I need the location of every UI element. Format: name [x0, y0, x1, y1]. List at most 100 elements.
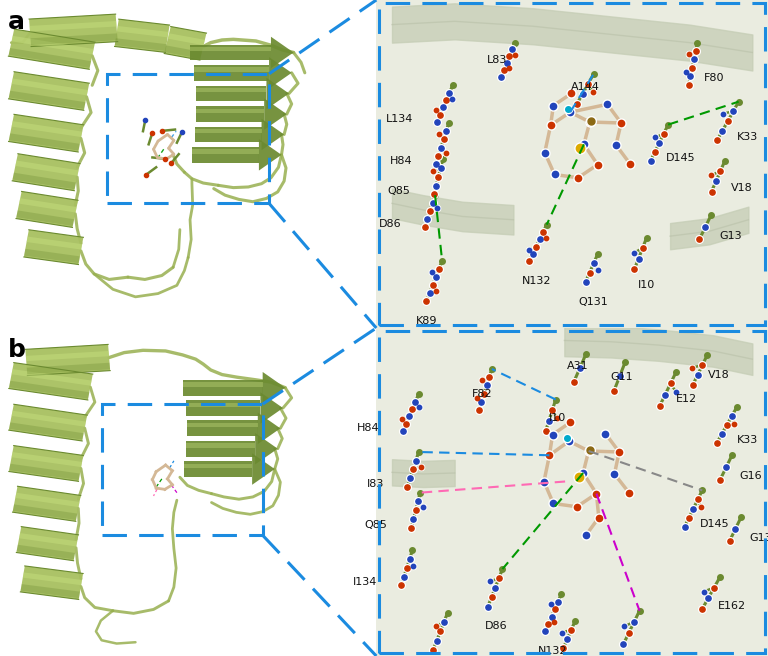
Text: F82: F82 — [472, 389, 493, 399]
Polygon shape — [15, 161, 78, 176]
Text: G11: G11 — [611, 373, 634, 382]
Polygon shape — [25, 344, 110, 375]
Polygon shape — [9, 380, 89, 399]
Polygon shape — [196, 88, 266, 92]
Polygon shape — [12, 486, 81, 522]
Polygon shape — [27, 363, 110, 374]
Polygon shape — [117, 26, 168, 37]
Polygon shape — [8, 29, 95, 70]
Polygon shape — [16, 192, 78, 228]
Text: V18: V18 — [708, 371, 730, 380]
Polygon shape — [23, 573, 82, 585]
Polygon shape — [197, 106, 264, 122]
Text: I83: I83 — [366, 479, 384, 489]
Polygon shape — [12, 173, 76, 190]
Text: b: b — [8, 338, 25, 362]
Text: D145: D145 — [700, 519, 730, 529]
Polygon shape — [15, 493, 80, 507]
Polygon shape — [271, 37, 293, 68]
Polygon shape — [12, 411, 86, 427]
Polygon shape — [19, 533, 78, 546]
Polygon shape — [194, 68, 269, 72]
Text: N132: N132 — [538, 646, 568, 656]
Text: K89: K89 — [415, 316, 437, 326]
Polygon shape — [192, 147, 259, 163]
Polygon shape — [8, 363, 93, 400]
Polygon shape — [187, 443, 255, 447]
Polygon shape — [187, 400, 260, 416]
Polygon shape — [12, 452, 82, 467]
Polygon shape — [16, 527, 78, 561]
Text: D145: D145 — [666, 153, 696, 163]
Polygon shape — [269, 57, 292, 89]
Polygon shape — [164, 45, 202, 58]
Polygon shape — [192, 150, 259, 154]
Polygon shape — [26, 351, 109, 361]
Polygon shape — [9, 91, 85, 109]
Text: A31: A31 — [567, 361, 588, 371]
Polygon shape — [12, 121, 82, 137]
Polygon shape — [8, 72, 89, 110]
Text: V18: V18 — [731, 183, 753, 194]
Polygon shape — [24, 249, 80, 263]
Polygon shape — [8, 404, 88, 441]
Polygon shape — [262, 119, 284, 150]
Polygon shape — [255, 433, 278, 464]
Text: K33: K33 — [737, 435, 758, 445]
Text: H84: H84 — [356, 423, 379, 433]
Polygon shape — [184, 461, 252, 477]
Text: F80: F80 — [704, 73, 725, 83]
Polygon shape — [252, 453, 275, 485]
Polygon shape — [187, 420, 258, 436]
Polygon shape — [30, 21, 117, 31]
Polygon shape — [194, 65, 269, 81]
Polygon shape — [9, 464, 80, 480]
Text: G13: G13 — [750, 533, 768, 543]
Text: I134: I134 — [353, 577, 378, 587]
Polygon shape — [164, 26, 207, 60]
Bar — [108, 73, 269, 203]
Polygon shape — [114, 19, 170, 52]
Text: G16: G16 — [740, 471, 763, 482]
Polygon shape — [12, 154, 80, 191]
Polygon shape — [187, 441, 255, 457]
Polygon shape — [183, 382, 263, 386]
Text: H84: H84 — [389, 156, 412, 166]
Polygon shape — [187, 423, 258, 427]
Polygon shape — [264, 98, 286, 130]
Polygon shape — [29, 14, 118, 47]
Text: L83: L83 — [486, 55, 507, 65]
Polygon shape — [263, 372, 285, 403]
Polygon shape — [8, 114, 84, 152]
Polygon shape — [190, 47, 271, 51]
Text: E12: E12 — [676, 394, 697, 404]
Polygon shape — [266, 77, 289, 110]
Text: I10: I10 — [548, 413, 566, 423]
Polygon shape — [196, 85, 266, 101]
Text: D86: D86 — [485, 621, 507, 631]
Polygon shape — [31, 33, 118, 45]
Polygon shape — [8, 48, 91, 68]
Polygon shape — [197, 109, 264, 113]
Polygon shape — [16, 211, 74, 226]
Polygon shape — [9, 422, 84, 440]
Text: N132: N132 — [522, 276, 551, 286]
Text: E162: E162 — [717, 601, 746, 611]
Polygon shape — [9, 133, 80, 151]
Polygon shape — [114, 38, 167, 51]
Polygon shape — [13, 504, 78, 520]
Polygon shape — [21, 584, 80, 598]
Polygon shape — [167, 33, 205, 45]
Polygon shape — [195, 129, 262, 133]
Text: Q131: Q131 — [578, 297, 608, 306]
Text: D86: D86 — [379, 218, 402, 228]
Bar — [101, 404, 263, 535]
Polygon shape — [12, 36, 94, 54]
Text: K33: K33 — [737, 132, 758, 142]
Polygon shape — [187, 403, 260, 407]
Text: L134: L134 — [386, 114, 413, 124]
Text: Q85: Q85 — [365, 520, 388, 529]
Text: G13: G13 — [719, 231, 742, 241]
Polygon shape — [21, 566, 83, 600]
Polygon shape — [27, 237, 82, 249]
